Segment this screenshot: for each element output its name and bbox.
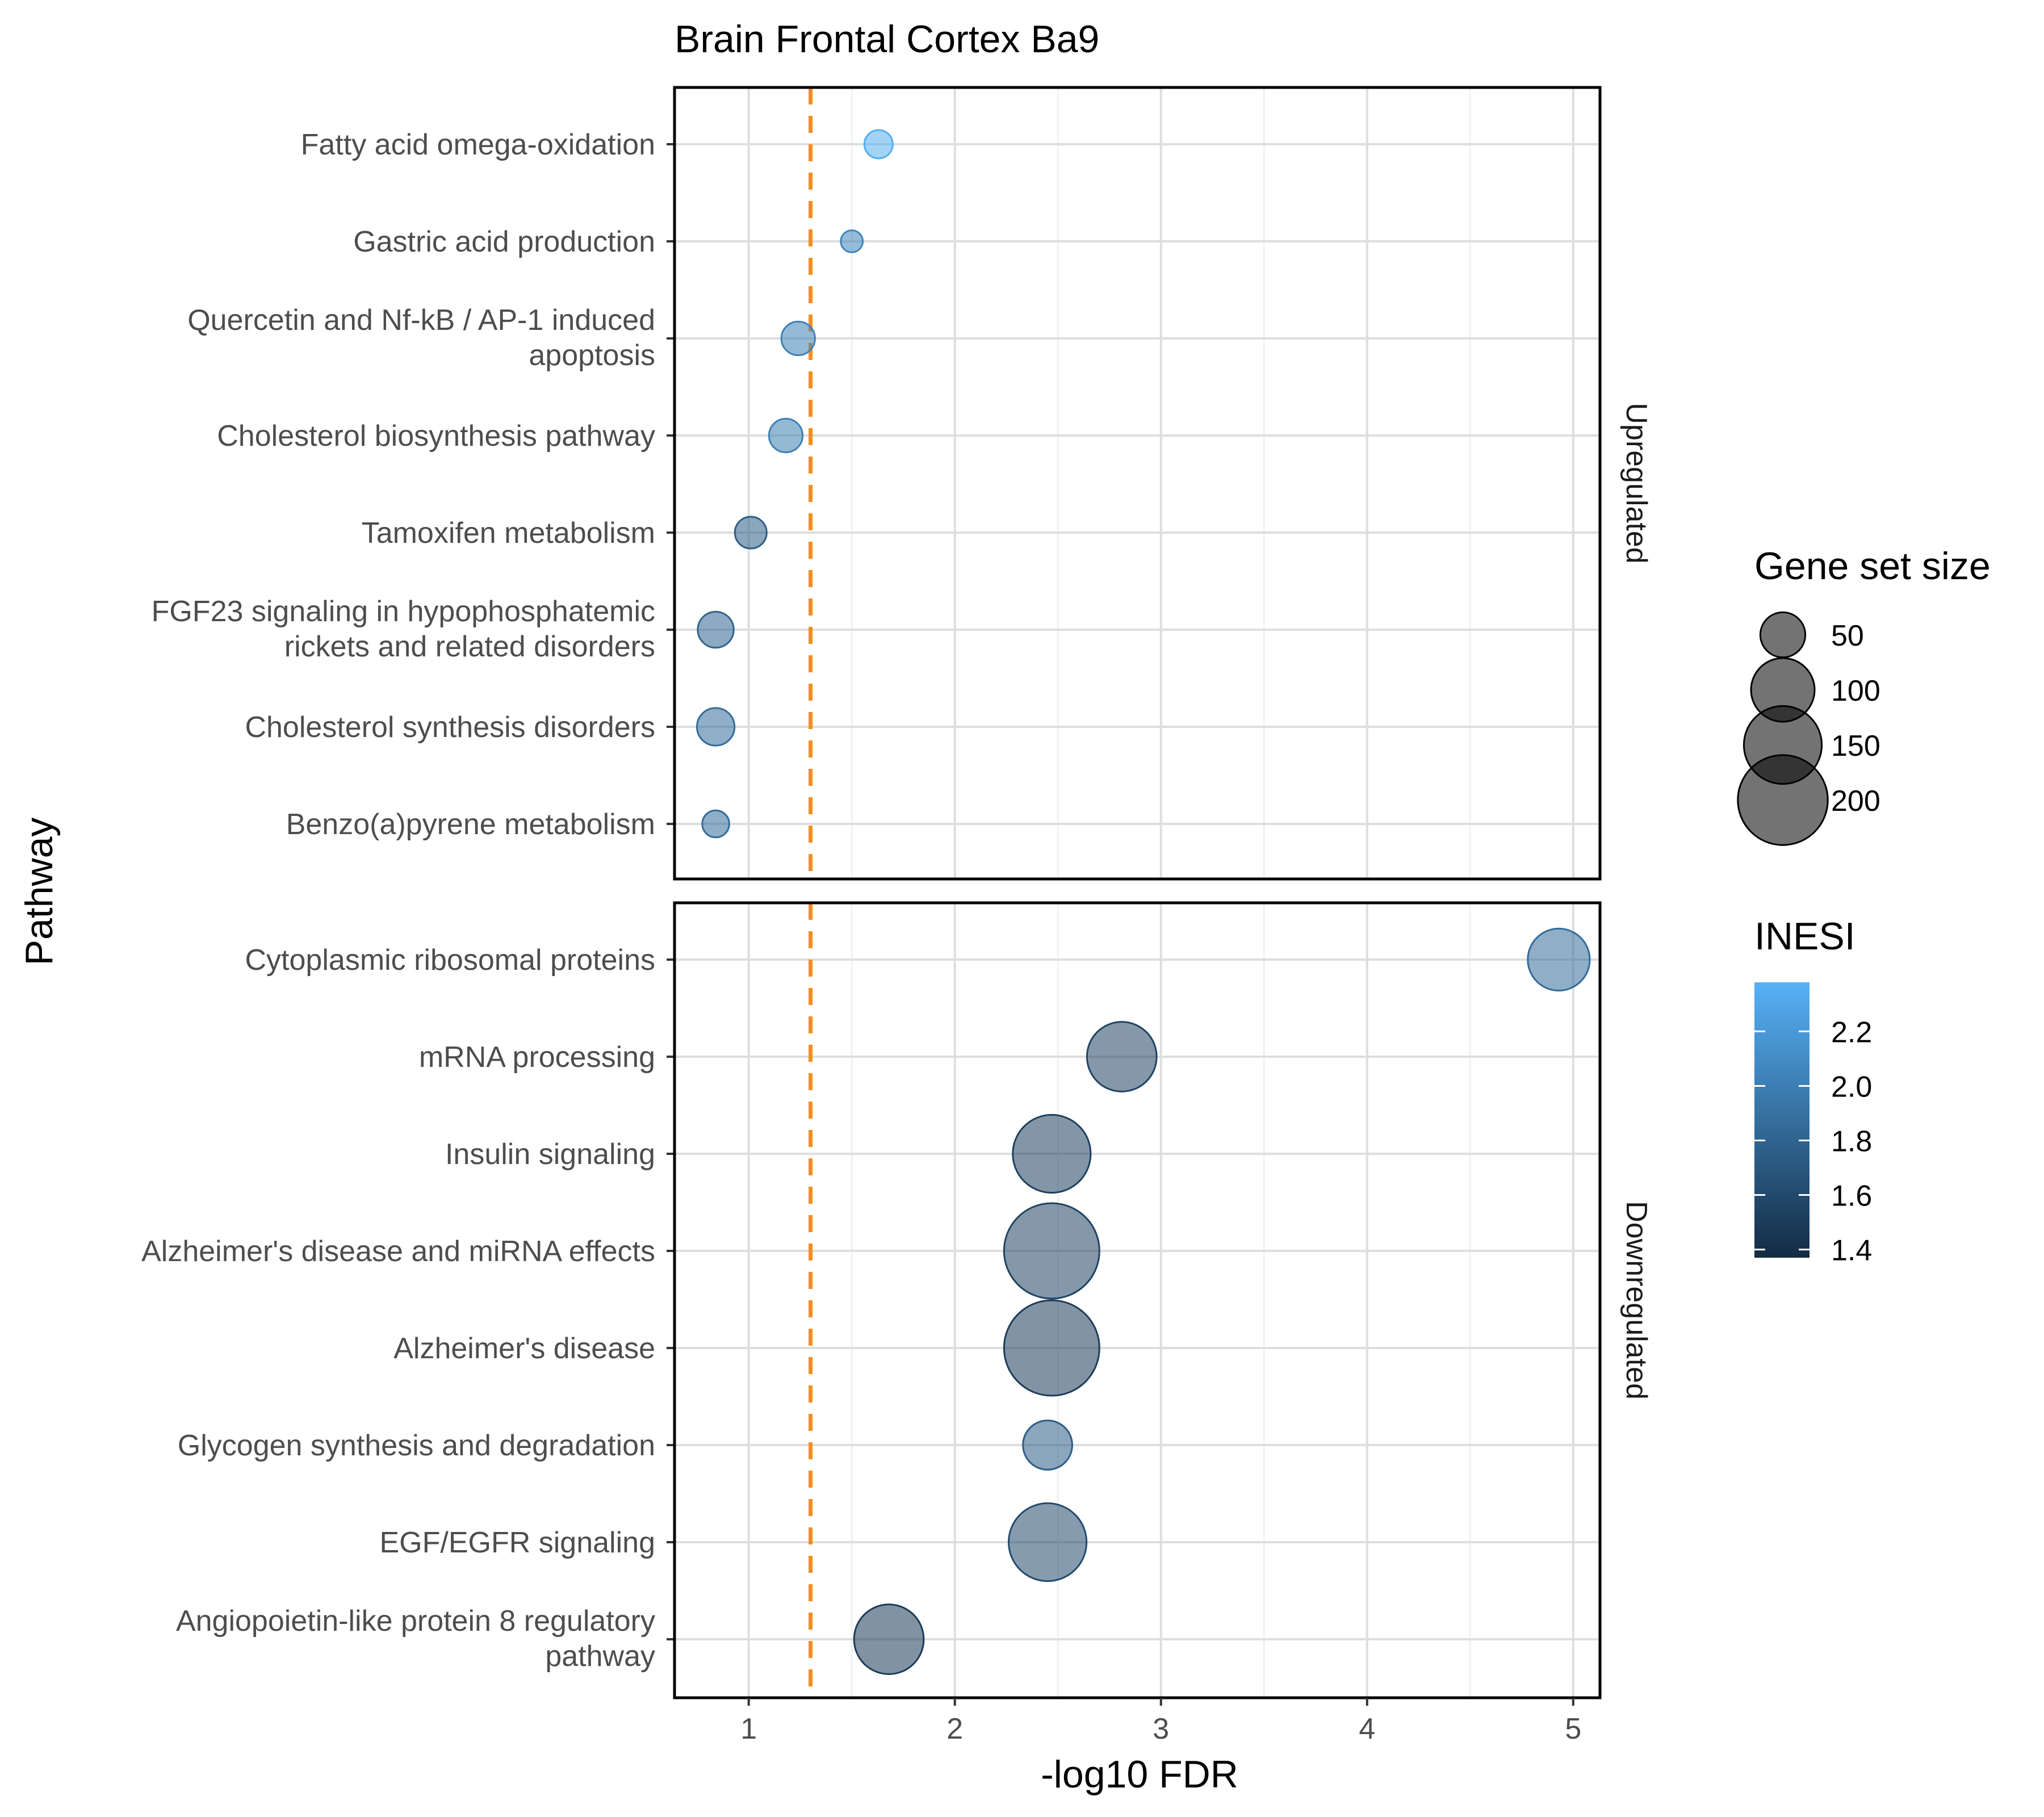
panel-background	[675, 87, 1600, 879]
pathway-label: Benzo(a)pyrene metabolism	[286, 808, 655, 841]
panel-background	[675, 903, 1600, 1698]
pathway-label: Cholesterol biosynthesis pathway	[217, 420, 655, 453]
pathway-label: Cholesterol synthesis disorders	[245, 711, 655, 744]
panels: Fatty acid omega-oxidation Gastric acid p…	[141, 86, 1653, 1745]
panel-border	[673, 86, 1602, 881]
pathway-label: Fatty acid omega-oxidation	[301, 128, 655, 161]
x-tick-label: 3	[1153, 1713, 1169, 1745]
size-legend-label: 150	[1831, 730, 1880, 763]
color-legend-title: INESI	[1754, 915, 1855, 958]
x-tick-label: 2	[946, 1713, 963, 1745]
pathway-label: Quercetin and Nf-kB / AP-1 induced apopto…	[187, 304, 655, 372]
size-legend-key	[1737, 754, 1829, 846]
x-tick-label: 1	[740, 1713, 757, 1745]
size-legend-label: 100	[1831, 675, 1880, 707]
pathway-label: FGF23 signaling in hypophosphatemic ricke…	[152, 595, 655, 663]
chart-title: Brain Frontal Cortex Ba9	[675, 18, 1099, 61]
data-point	[1022, 1420, 1073, 1471]
size-legend: Gene set size 50 100 150 200	[1737, 545, 1991, 846]
color-legend-label: 1.8	[1831, 1125, 1872, 1158]
data-point	[1007, 1502, 1088, 1582]
y-axis-label: Pathway	[18, 818, 61, 966]
panel-border	[673, 901, 1602, 1699]
size-legend-key	[1759, 611, 1807, 659]
data-point	[863, 129, 894, 160]
data-point	[1527, 927, 1591, 992]
x-axis: 1 2 3 4 5	[740, 1698, 1581, 1745]
pathway-label: Insulin signaling	[445, 1138, 655, 1171]
facet-strip-label: Downregulated	[1620, 1201, 1653, 1400]
x-tick-label: 5	[1565, 1713, 1581, 1745]
pathway-label: Angiopoietin-like protein 8 regulatory pa…	[176, 1605, 655, 1673]
color-legend-label: 1.4	[1831, 1234, 1872, 1267]
panel-upregulated: Fatty acid omega-oxidation Gastric acid p…	[152, 86, 1653, 881]
facet-strip-label: Upregulated	[1620, 403, 1653, 563]
color-legend-label: 2.2	[1831, 1016, 1872, 1049]
data-point	[768, 417, 804, 454]
pathway-label: Tamoxifen metabolism	[362, 517, 655, 550]
pathway-label: Alzheimer's disease and miRNA effects	[141, 1235, 655, 1268]
color-legend-label: 1.6	[1831, 1180, 1872, 1213]
data-point	[780, 320, 816, 357]
data-point	[696, 707, 736, 747]
pathway-label: Glycogen synthesis and degradation	[178, 1429, 655, 1462]
pathway-label: Alzheimer's disease	[393, 1332, 655, 1365]
data-point	[1003, 1299, 1100, 1397]
color-legend-label: 2.0	[1831, 1070, 1872, 1103]
data-point	[1003, 1202, 1100, 1300]
x-tick-label: 4	[1359, 1713, 1375, 1745]
data-point	[840, 229, 864, 253]
color-legend: INESI 2.2 2.0 1.8 1.6 1.4	[1754, 915, 1872, 1267]
data-point	[1012, 1113, 1092, 1194]
color-bar	[1754, 982, 1810, 1258]
pathway-label: EGF/EGFR signaling	[380, 1526, 656, 1559]
size-legend-label: 50	[1831, 619, 1864, 652]
data-point	[701, 809, 730, 839]
size-legend-title: Gene set size	[1754, 545, 1991, 588]
pathway-label: Gastric acid production	[353, 225, 655, 258]
data-point	[1086, 1021, 1158, 1092]
data-point	[734, 516, 768, 550]
data-point	[853, 1604, 925, 1675]
pathway-label: Cytoplasmic ribosomal proteins	[245, 944, 656, 977]
x-axis-label: -log10 FDR	[1041, 1753, 1238, 1796]
size-legend-label: 200	[1831, 785, 1880, 818]
pathway-label: mRNA processing	[419, 1041, 655, 1074]
panel-downregulated: Cytoplasmic ribosomal proteins mRNA proce…	[141, 901, 1653, 1699]
data-point	[697, 610, 735, 649]
